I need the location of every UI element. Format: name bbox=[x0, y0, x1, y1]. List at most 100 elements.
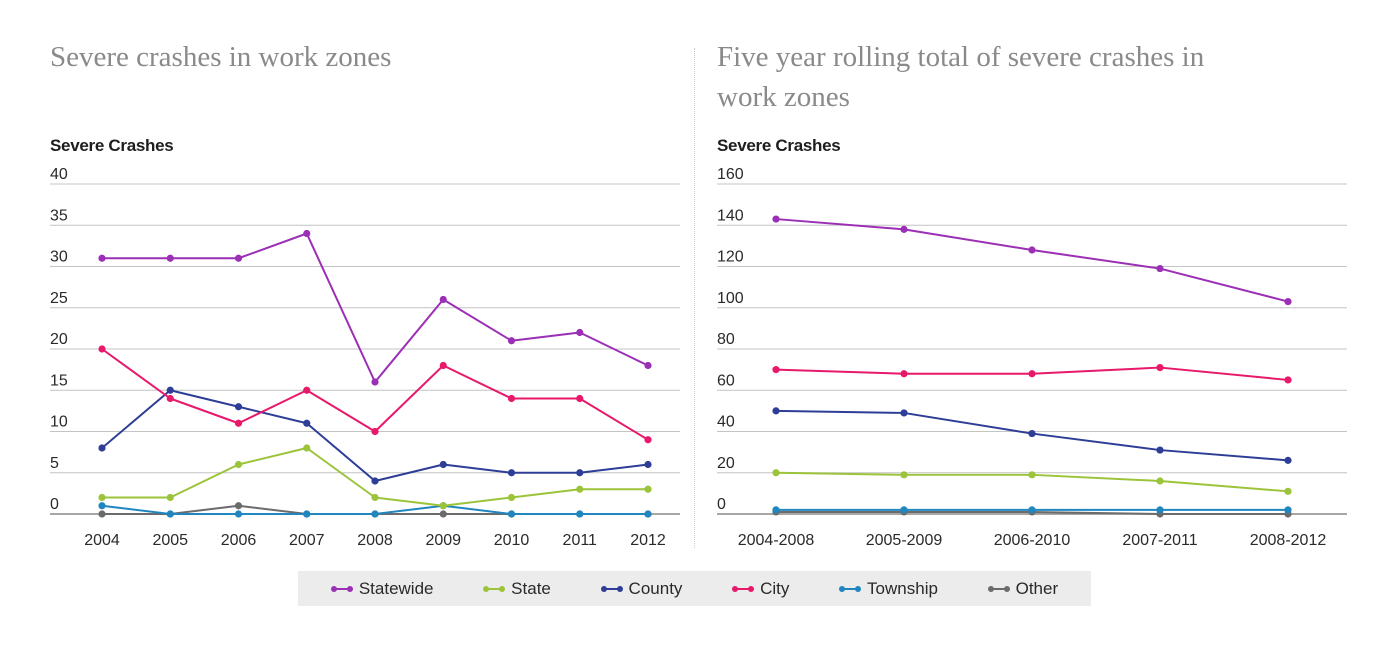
township-point[interactable]: Township 2006: 0 bbox=[234, 510, 243, 518]
state-point[interactable]: State 2004-2008: 20 bbox=[772, 469, 780, 477]
city-point[interactable]: City 2004-2008: 70 bbox=[772, 366, 780, 374]
statewide-point[interactable]: Statewide 2005: 31 bbox=[166, 254, 174, 262]
township-point[interactable]: Township 2007-2011: 2 bbox=[1156, 506, 1164, 514]
legend-item-township[interactable]: Township bbox=[839, 579, 938, 599]
legend-label: City bbox=[760, 578, 790, 598]
city-point[interactable]: City 2011: 14 bbox=[576, 394, 584, 403]
y-tick-label: 120 bbox=[717, 249, 744, 266]
township-point[interactable]: Township 2004: 1 bbox=[98, 502, 106, 510]
city-point[interactable]: City 2009: 18 bbox=[439, 361, 447, 370]
county-point[interactable]: County 2004-2008: 50 bbox=[772, 407, 780, 415]
state-point[interactable]: State 2004: 2 bbox=[98, 493, 106, 502]
statewide-point[interactable]: Statewide 2011: 22 bbox=[576, 328, 584, 337]
x-tick-label: 2005 bbox=[152, 532, 188, 549]
y-tick-label: 5 bbox=[50, 455, 59, 472]
x-tick-label: 2008 bbox=[357, 532, 393, 549]
county-point[interactable]: County 2006: 13 bbox=[234, 403, 243, 411]
statewide-point[interactable]: Statewide 2010: 21 bbox=[507, 337, 516, 345]
city-point[interactable]: City 2006-2010: 68 bbox=[1028, 370, 1036, 378]
x-tick-label: 2004 bbox=[84, 532, 120, 549]
city-point[interactable]: City 2005: 14 bbox=[166, 394, 174, 403]
state-point[interactable]: State 2009: 1 bbox=[439, 502, 447, 510]
statewide-point[interactable]: Statewide 2007: 34 bbox=[303, 229, 311, 238]
state-point[interactable]: State 2006: 6 bbox=[234, 460, 243, 469]
city-swatch-icon bbox=[732, 584, 755, 594]
statewide-point[interactable]: Statewide 2008: 16 bbox=[371, 378, 379, 386]
county-point[interactable]: County 2012: 6 bbox=[644, 460, 652, 469]
series-statewide: Statewide 2004: 31 Statewide 2005: 31 Stat… bbox=[98, 229, 652, 386]
y-tick-label: 0 bbox=[717, 496, 726, 513]
city-point[interactable]: City 2007-2011: 71 bbox=[1156, 363, 1164, 372]
county-point[interactable]: County 2007: 11 bbox=[303, 419, 311, 427]
county-point[interactable]: County 2008-2012: 26 bbox=[1284, 456, 1292, 464]
legend-label: County bbox=[628, 578, 683, 598]
township-point[interactable]: Township 2008-2012: 2 bbox=[1284, 506, 1292, 514]
other-point[interactable]: Other 2006: 1 bbox=[234, 502, 243, 510]
city-point[interactable]: City 2008: 10 bbox=[371, 427, 379, 436]
x-tick-label: 2005-2009 bbox=[866, 532, 943, 549]
city-point[interactable]: City 2007: 15 bbox=[303, 386, 311, 394]
statewide-point[interactable]: Statewide 2008-2012: 103 bbox=[1284, 297, 1292, 306]
county-point[interactable]: County 2010: 5 bbox=[507, 469, 516, 477]
county-point[interactable]: County 2006-2010: 39 bbox=[1028, 429, 1036, 438]
statewide-swatch-icon bbox=[330, 584, 353, 594]
legend-item-state[interactable]: State bbox=[483, 579, 551, 599]
x-tick-label: 2004-2008 bbox=[738, 532, 815, 549]
y-tick-label: 160 bbox=[717, 166, 744, 183]
state-point[interactable]: State 2005-2009: 19 bbox=[900, 471, 908, 479]
x-tick-label: 2006-2010 bbox=[994, 532, 1071, 549]
state-point[interactable]: State 2012: 3 bbox=[644, 485, 652, 493]
township-point[interactable]: Township 2012: 0 bbox=[644, 510, 652, 518]
county-point[interactable]: County 2004: 8 bbox=[98, 444, 106, 452]
county-swatch-icon bbox=[600, 584, 623, 594]
statewide-point[interactable]: Statewide 2004: 31 bbox=[98, 254, 106, 262]
y-tick-label: 15 bbox=[50, 372, 68, 389]
other-swatch-icon bbox=[987, 584, 1010, 594]
city-point[interactable]: City 2008-2012: 65 bbox=[1284, 376, 1292, 384]
city-point[interactable]: City 2012: 9 bbox=[644, 436, 652, 444]
city-point[interactable]: City 2004: 20 bbox=[98, 345, 106, 353]
city-point[interactable]: City 2006: 11 bbox=[234, 419, 243, 427]
state-point[interactable]: State 2007-2011: 16 bbox=[1156, 477, 1164, 485]
county-point[interactable]: County 2008: 4 bbox=[371, 477, 379, 485]
state-point[interactable]: State 2008: 2 bbox=[371, 493, 379, 502]
state-point[interactable]: State 2011: 3 bbox=[576, 485, 584, 493]
statewide-point[interactable]: Statewide 2006-2010: 128 bbox=[1028, 246, 1036, 254]
legend-item-statewide[interactable]: Statewide bbox=[330, 579, 434, 599]
township-point[interactable]: Township 2010: 0 bbox=[507, 510, 516, 518]
county-point[interactable]: County 2011: 5 bbox=[576, 469, 584, 477]
statewide-point[interactable]: Statewide 2009: 26 bbox=[439, 295, 447, 304]
county-point[interactable]: County 2009: 6 bbox=[439, 460, 447, 469]
other-point[interactable]: Other 2009: 0 bbox=[439, 510, 447, 518]
statewide-point[interactable]: Statewide 2004-2008: 143 bbox=[772, 215, 780, 223]
state-point[interactable]: State 2010: 2 bbox=[507, 493, 516, 502]
county-point[interactable]: County 2005: 15 bbox=[166, 386, 174, 394]
state-point[interactable]: State 2005: 2 bbox=[166, 493, 174, 502]
city-point[interactable]: City 2005-2009: 68 bbox=[900, 370, 908, 378]
township-point[interactable]: Township 2008: 0 bbox=[371, 510, 379, 518]
township-point[interactable]: Township 2006-2010: 2 bbox=[1028, 506, 1036, 514]
statewide-point[interactable]: Statewide 2006: 31 bbox=[234, 254, 243, 262]
county-point[interactable]: County 2007-2011: 31 bbox=[1156, 446, 1164, 454]
legend-item-other[interactable]: Other bbox=[987, 579, 1058, 599]
state-point[interactable]: State 2007: 8 bbox=[303, 444, 311, 452]
statewide-point[interactable]: Statewide 2005-2009: 138 bbox=[900, 225, 908, 233]
township-point[interactable]: Township 2005: 0 bbox=[166, 510, 174, 518]
state-point[interactable]: State 2008-2012: 11 bbox=[1284, 487, 1292, 495]
other-point[interactable]: Other 2004: 0 bbox=[98, 510, 106, 518]
legend-item-city[interactable]: City bbox=[732, 579, 789, 599]
x-tick-label: 2006 bbox=[221, 532, 257, 549]
state-point[interactable]: State 2006-2010: 19 bbox=[1028, 471, 1036, 479]
township-point[interactable]: Township 2004-2008: 2 bbox=[772, 506, 780, 514]
y-tick-label: 35 bbox=[50, 207, 68, 224]
y-tick-label: 20 bbox=[717, 455, 735, 472]
township-point[interactable]: Township 2007: 0 bbox=[303, 510, 311, 518]
statewide-point[interactable]: Statewide 2007-2011: 119 bbox=[1156, 264, 1164, 273]
city-point[interactable]: City 2010: 14 bbox=[507, 394, 516, 403]
statewide-point[interactable]: Statewide 2012: 18 bbox=[644, 361, 652, 370]
county-point[interactable]: County 2005-2009: 49 bbox=[900, 409, 908, 417]
right-chart-title: Five year rolling total of severe crashe… bbox=[717, 41, 1205, 113]
township-point[interactable]: Township 2011: 0 bbox=[576, 510, 584, 518]
township-point[interactable]: Township 2005-2009: 2 bbox=[900, 506, 908, 514]
legend-item-county[interactable]: County bbox=[600, 578, 683, 599]
